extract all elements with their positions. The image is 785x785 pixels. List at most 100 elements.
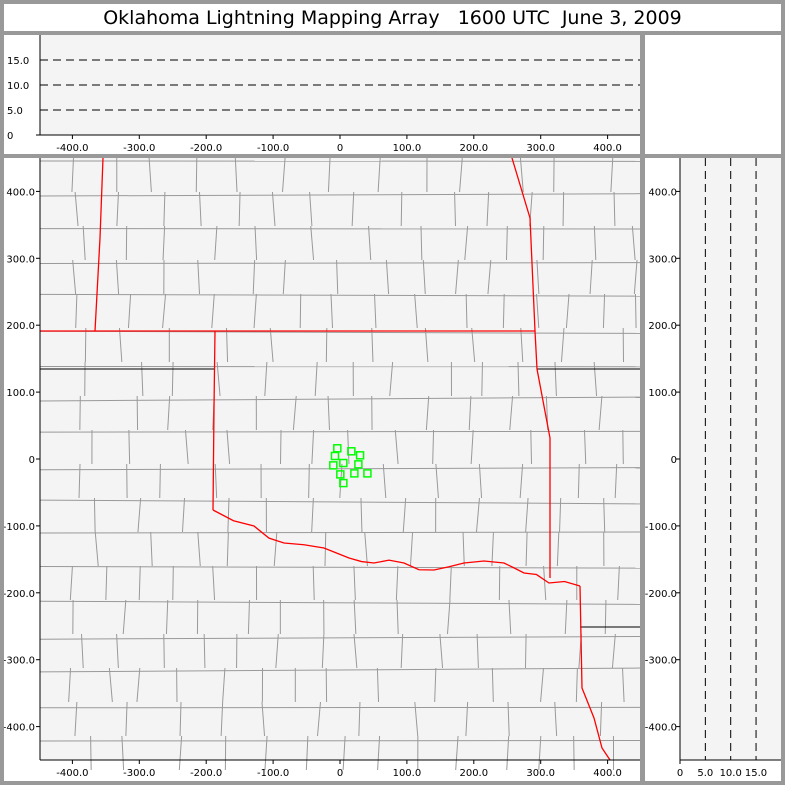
county-line — [68, 667, 72, 703]
right-y-tick-label: 100.0 — [648, 388, 677, 399]
county-line — [481, 361, 483, 397]
county-line — [353, 633, 358, 669]
ok-ar-border — [534, 330, 551, 578]
right-y-tick-label: 400.0 — [648, 187, 677, 198]
top-y-tick-label: 10.0 — [7, 81, 29, 92]
county-line — [554, 361, 557, 397]
county-line — [317, 701, 321, 737]
county-line — [71, 158, 74, 193]
county-line — [39, 467, 640, 471]
tx-ar-la-border — [579, 585, 611, 761]
ns-altitude-panel: 400.0 300.0 200.0 100.0 0 -100.0 -200.0 -300.0 -… — [645, 158, 781, 781]
county-line — [39, 293, 640, 297]
top-x-tick-label: 100.0 — [393, 143, 422, 154]
county-line — [400, 191, 403, 227]
map-x-tick-label: 200.0 — [459, 768, 488, 779]
map-y-tick-label: -200.0 — [4, 589, 35, 600]
county-line — [425, 395, 430, 431]
county-line — [486, 191, 490, 227]
county-line — [253, 293, 257, 329]
top-y-tick-label: 5.0 — [7, 106, 23, 117]
county-line — [470, 429, 474, 465]
county-line — [69, 565, 73, 601]
county-line — [589, 259, 593, 295]
county-line — [226, 327, 229, 363]
county-line — [614, 463, 618, 499]
county-line — [376, 667, 380, 703]
map-x-tick-label: 0 — [337, 768, 343, 779]
map-x-tick-label: 400.0 — [593, 768, 622, 779]
county-line — [325, 327, 328, 363]
county-line — [121, 735, 125, 771]
county-line — [141, 361, 144, 397]
county-line — [163, 191, 166, 227]
county-line — [292, 395, 297, 431]
county-line — [409, 531, 414, 567]
county-line — [573, 735, 575, 771]
county-line — [220, 701, 224, 737]
county-line — [212, 565, 216, 601]
county-line — [524, 633, 527, 669]
county-line — [282, 158, 286, 193]
lightning-source-point — [339, 478, 348, 488]
county-line — [560, 327, 565, 363]
top-x-tick-label: 300.0 — [526, 143, 555, 154]
county-line — [389, 361, 394, 397]
county-line — [310, 225, 315, 261]
county-line — [402, 497, 407, 533]
county-line — [351, 191, 355, 227]
right-x-tick-label: 0 — [677, 768, 683, 779]
county-line — [197, 259, 201, 295]
county-line — [468, 395, 472, 431]
county-line — [353, 599, 357, 635]
county-line — [39, 262, 640, 265]
county-line — [613, 191, 616, 227]
county-line — [487, 259, 492, 295]
county-line — [610, 158, 614, 193]
county-line — [593, 225, 597, 261]
county-line — [368, 225, 372, 261]
county-line — [314, 361, 318, 397]
county-line — [519, 463, 524, 499]
county-line — [90, 735, 92, 771]
county-line — [171, 361, 174, 397]
county-line — [540, 667, 544, 703]
county-line — [394, 429, 399, 465]
county-line — [385, 259, 390, 295]
county-line — [222, 667, 226, 703]
county-line — [631, 225, 636, 261]
county-line — [178, 735, 183, 771]
top-x-tick-label: 400.0 — [593, 143, 622, 154]
county-line — [530, 429, 533, 465]
county-line — [414, 293, 418, 329]
county-line — [311, 497, 314, 533]
county-line — [216, 361, 221, 397]
county-line — [211, 293, 215, 329]
county-line — [599, 701, 603, 737]
county-line — [74, 191, 79, 227]
right-x-tick-label: 5.0 — [697, 768, 713, 779]
county-line — [478, 463, 483, 499]
county-line — [611, 633, 616, 669]
county-line — [564, 599, 568, 635]
county-line — [264, 361, 268, 397]
right-x-tick-label: 15.0 — [745, 768, 767, 779]
plan-view-panel: -400.0 -300.0 -200.0 -100.0 0 100.0 200.0 300.0… — [4, 158, 640, 781]
map-x-tick-label: -400.0 — [56, 768, 88, 779]
lightning-source-point — [339, 458, 348, 468]
county-line — [321, 633, 325, 669]
county-line — [420, 225, 423, 261]
county-line — [234, 158, 238, 193]
county-line — [137, 497, 142, 533]
lightning-source-point — [354, 460, 363, 469]
county-line — [634, 293, 637, 329]
county-line — [400, 633, 404, 669]
county-line — [252, 259, 256, 295]
lightning-source-point — [347, 447, 356, 456]
county-line — [525, 497, 529, 533]
county-line — [360, 497, 363, 533]
county-line — [203, 633, 206, 669]
county-line — [116, 633, 119, 669]
county-line — [603, 497, 606, 533]
county-line — [195, 158, 198, 193]
